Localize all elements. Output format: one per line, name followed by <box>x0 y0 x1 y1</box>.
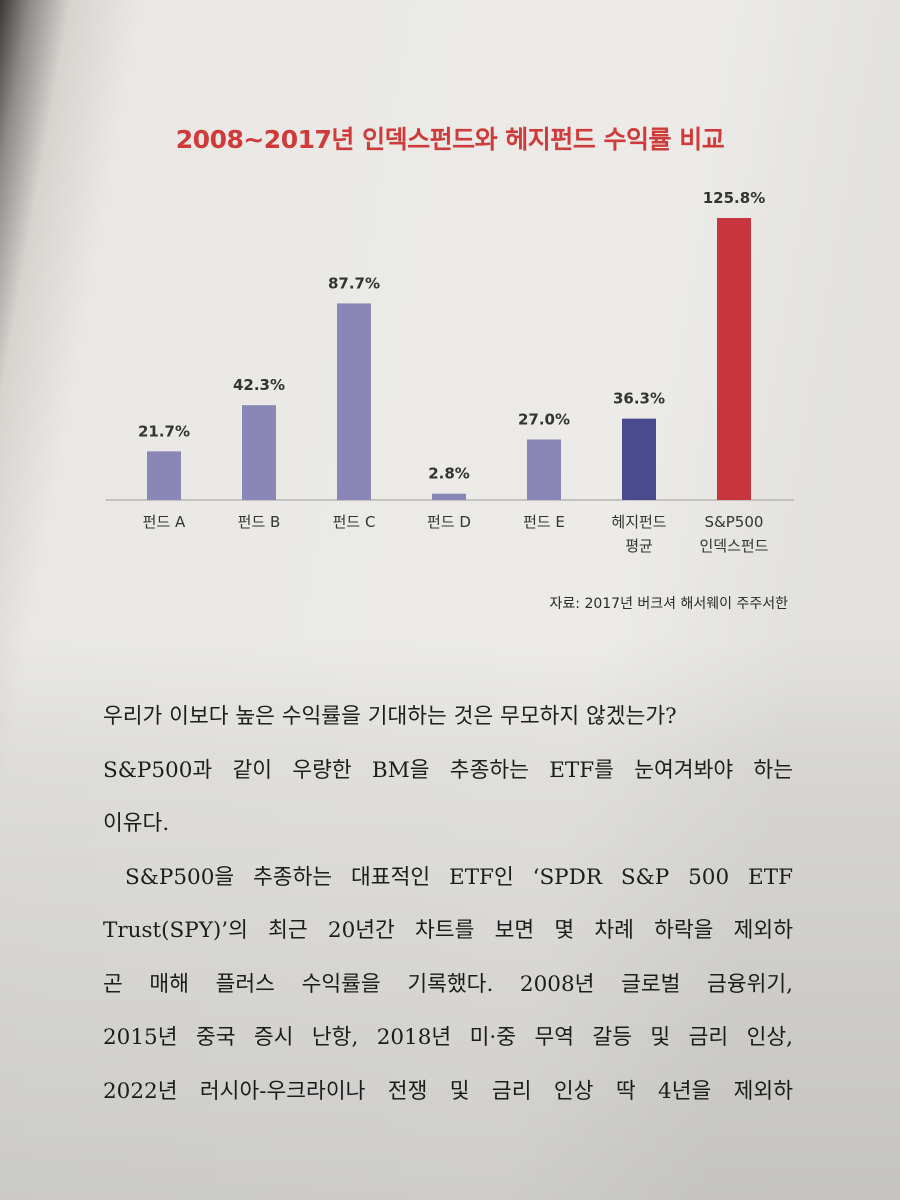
bar-1 <box>147 451 181 500</box>
x-tick-label-2: 펀드 B <box>238 513 281 531</box>
bar-2 <box>242 405 276 500</box>
bar-3 <box>337 303 371 500</box>
x-tick-label-7-line-2: 인덱스펀드 <box>699 537 768 555</box>
bar-4 <box>432 493 466 500</box>
x-tick-label-6: 헤지펀드 <box>611 513 666 531</box>
x-tick-label-1: 펀드 A <box>143 513 186 531</box>
bar-value-label-3: 87.7% <box>328 274 380 292</box>
body-text: 우리가 이보다 높은 수익률을 기대하는 것은 무모하지 않겠는가? S&P50… <box>103 702 793 1130</box>
x-tick-label-5: 펀드 E <box>523 513 565 531</box>
body-line-4: S&P500을 추종하는 대표적인 ETF인 ‘SPDR S&P 500 ETF <box>125 864 793 890</box>
body-line-6: 곤 매해 플러스 수익률을 기록했다. 2008년 글로벌 금융위기, <box>103 971 793 997</box>
body-line-3: 이유다. <box>103 811 170 836</box>
body-line-1: 우리가 이보다 높은 수익률을 기대하는 것은 무모하지 않겠는가? <box>103 704 677 729</box>
bar-value-label-5: 27.0% <box>518 410 570 428</box>
bar-7 <box>717 218 751 500</box>
chart-title: 2008~2017년 인덱스펀드와 헤지펀드 수익률 비교 <box>175 125 725 154</box>
body-line-2: S&P500과 같이 우량한 BM을 추종하는 ETF를 눈여겨봐야 하는 <box>103 757 793 783</box>
x-tick-label-6-line-2: 평균 <box>625 537 653 555</box>
x-tick-label-7: S&P500 <box>705 513 764 531</box>
source-note: 자료: 2017년 버크셔 해서웨이 주주서한 <box>549 596 788 612</box>
x-tick-label-3: 펀드 C <box>333 513 376 531</box>
x-tick-label-4: 펀드 D <box>427 513 471 531</box>
bar-value-label-2: 42.3% <box>233 376 285 394</box>
bar-5 <box>527 439 561 500</box>
bar-value-label-7: 125.8% <box>703 189 765 207</box>
body-line-8: 2022년 러시아-우크라이나 전쟁 및 금리 인상 딱 4년을 제외하 <box>103 1078 793 1104</box>
bar-value-label-6: 36.3% <box>613 390 665 408</box>
bar-value-label-1: 21.7% <box>138 422 190 440</box>
body-line-5: Trust(SPY)’의 최근 20년간 차트를 보면 몇 차례 하락을 제외하 <box>103 918 793 943</box>
bar-6 <box>622 418 656 500</box>
body-line-7: 2015년 중국 증시 난항, 2018년 미·중 무역 갈등 및 금리 인상, <box>103 1025 793 1050</box>
bar-chart: 21.7% 펀드 A 42.3% 펀드 B 87.7% 펀드 C 2.8% 펀드 D 27.0%… <box>106 189 794 555</box>
bar-value-label-4: 2.8% <box>428 465 470 483</box>
